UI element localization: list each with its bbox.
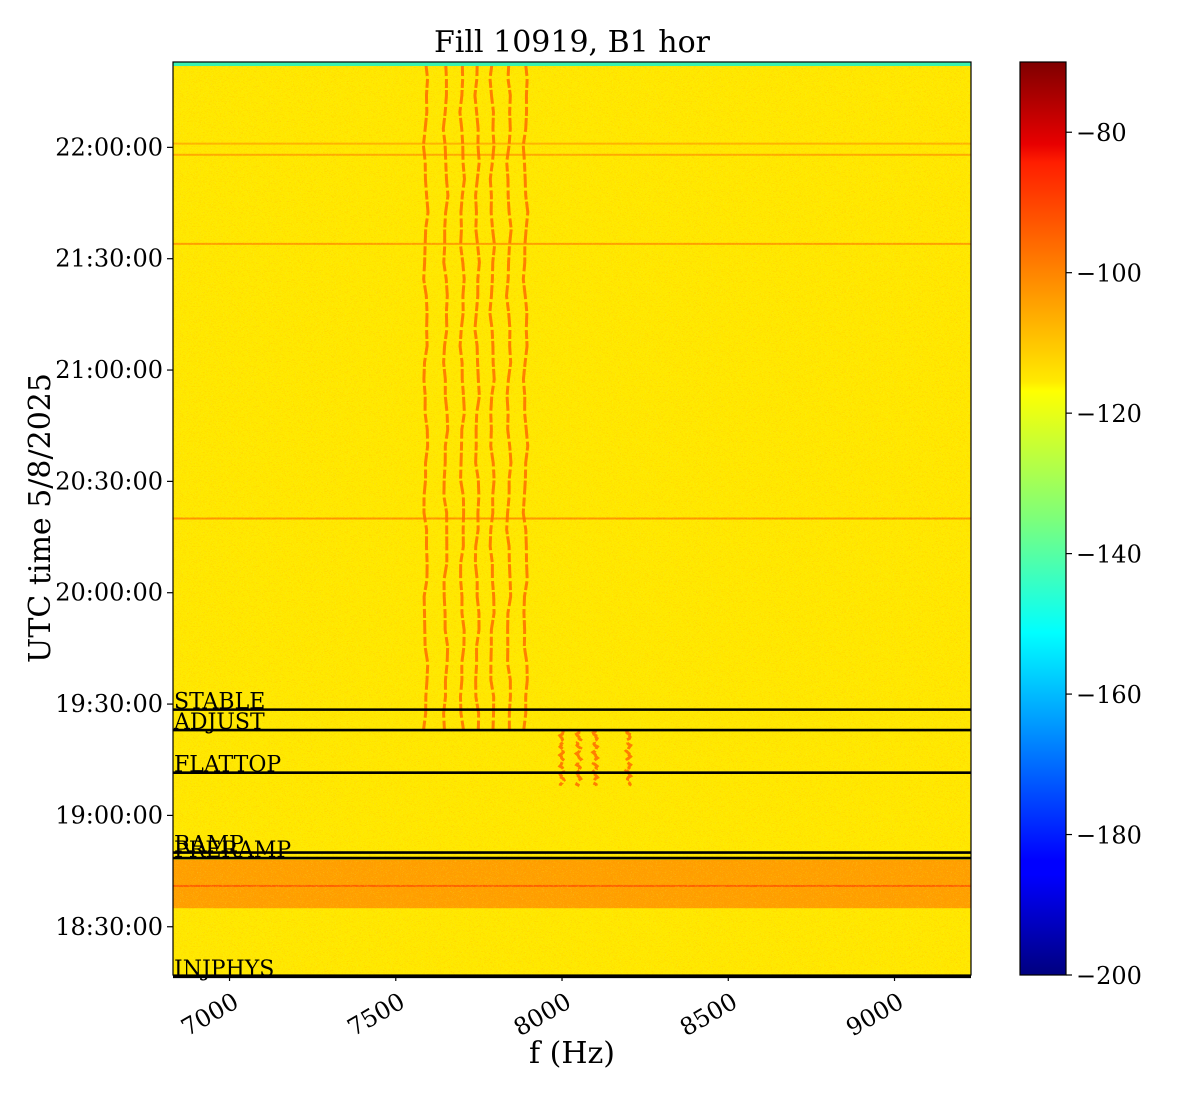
phase-marker-label: ADJUST xyxy=(173,710,265,735)
y-tick-label: 21:30:00 xyxy=(55,245,163,273)
y-tick-label: 18:30:00 xyxy=(55,913,163,941)
y-axis-label: UTC time 5/8/2025 xyxy=(23,373,58,663)
phase-marker-label: PRERAMP xyxy=(174,838,291,863)
colorbar-tick-label: −100 xyxy=(1076,260,1142,288)
colorbar xyxy=(1019,61,1067,976)
y-tick-label: 20:30:00 xyxy=(55,467,163,495)
x-tick-label: 8000 xyxy=(509,987,576,1042)
y-tick-label: 21:00:00 xyxy=(55,356,163,384)
colorbar-tick-label: −80 xyxy=(1076,119,1127,147)
spectral-line xyxy=(623,728,634,787)
x-tick-label: 8500 xyxy=(675,987,742,1042)
x-tick-label: 7000 xyxy=(176,987,243,1042)
plot-frame xyxy=(172,61,972,976)
x-axis-label: f (Hz) xyxy=(529,1036,615,1071)
colorbar-tick-label: −200 xyxy=(1076,962,1142,990)
y-tick-label: 20:00:00 xyxy=(55,579,163,607)
plot-area xyxy=(173,62,971,975)
colorbar-tick-label: −140 xyxy=(1076,541,1142,569)
x-tick-label: 7500 xyxy=(343,987,410,1042)
spectral-line xyxy=(557,729,567,787)
colorbar-tick-label: −180 xyxy=(1076,822,1142,850)
heatmap-noise-texture xyxy=(173,62,971,975)
phase-marker-label: INJPHYS xyxy=(174,957,274,982)
y-tick-label: 19:30:00 xyxy=(55,690,163,718)
phase-marker-label: RAMP xyxy=(174,833,244,858)
x-tick-label: 9000 xyxy=(841,987,908,1042)
phase-marker-label: STABLE xyxy=(174,690,265,715)
phase-marker-label: FLATTOP xyxy=(174,753,281,778)
y-tick-label: 22:00:00 xyxy=(55,133,163,161)
chart-title: Fill 10919, B1 hor xyxy=(434,25,711,60)
y-tick-label: 19:00:00 xyxy=(55,801,163,829)
spectral-line xyxy=(590,729,600,787)
colorbar-tick-label: −120 xyxy=(1076,400,1142,428)
spectral-line xyxy=(573,729,584,788)
heatmap-top-edge xyxy=(173,62,971,66)
colorbar-tick-label: −160 xyxy=(1076,681,1142,709)
